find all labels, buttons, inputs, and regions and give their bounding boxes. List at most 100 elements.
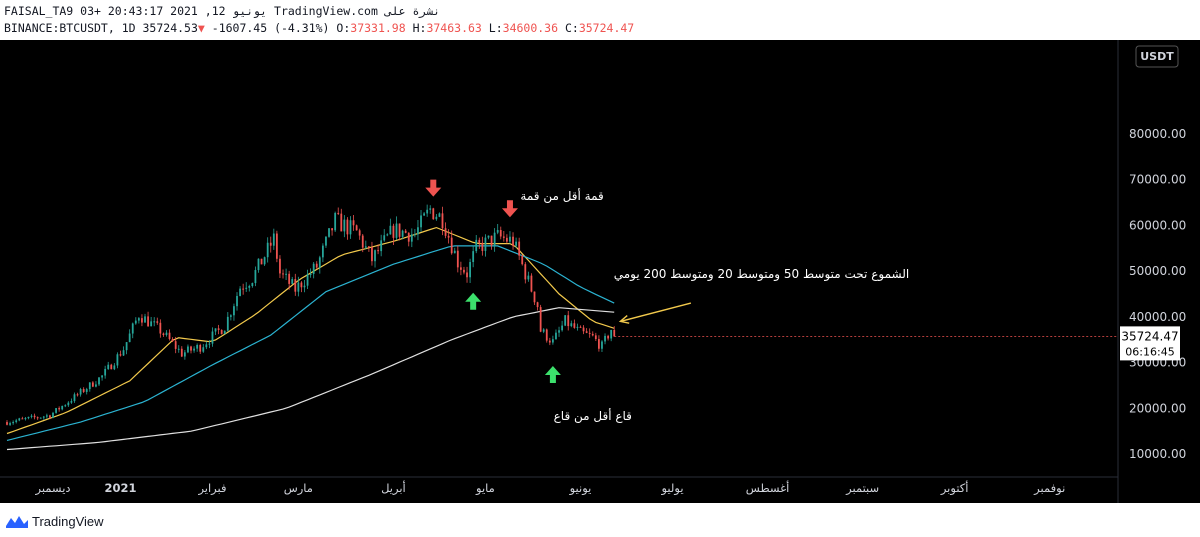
candle-body <box>95 384 97 387</box>
candle-body <box>113 365 116 370</box>
candle-body <box>236 295 238 307</box>
candle-body <box>61 405 64 410</box>
price-chart[interactable]: USDT10000.0020000.0030000.0040000.005000… <box>0 40 1200 503</box>
open-value: 37331.98 <box>350 21 406 35</box>
footer-brand-label: TradingView <box>32 513 104 529</box>
candle-body <box>475 239 478 252</box>
x-tick-label: ديسمبر <box>34 481 70 496</box>
candle-body <box>447 235 450 238</box>
candle-body <box>490 235 493 246</box>
candle-body <box>257 258 260 271</box>
candle-body <box>196 344 199 349</box>
candle-body <box>450 237 453 254</box>
candle-body <box>156 321 159 323</box>
x-tick-label: سبتمبر <box>845 481 879 496</box>
candle-body <box>58 408 61 410</box>
candle-body <box>162 333 165 336</box>
x-tick-label: يونيو <box>569 481 592 496</box>
candle-body <box>337 212 340 214</box>
currency-label-box <box>1135 45 1179 68</box>
candle-body <box>539 307 542 332</box>
candle-body <box>82 389 85 392</box>
candle-body <box>499 230 502 237</box>
candle-body <box>282 273 284 275</box>
candle-body <box>429 208 432 210</box>
candle-body <box>315 263 318 268</box>
candle-body <box>591 333 594 336</box>
symbol-label[interactable]: BINANCE:BTCUSDT, 1D <box>4 21 136 35</box>
candle-body <box>122 350 125 356</box>
candle-body <box>438 213 441 217</box>
candle-body <box>555 332 557 340</box>
candle-body <box>573 323 576 328</box>
candle-body <box>598 339 600 349</box>
candle-body <box>361 235 364 248</box>
candle-body <box>137 318 140 321</box>
candle-body <box>334 212 337 231</box>
candle-body <box>9 423 11 425</box>
candle-body <box>564 315 567 326</box>
high-label: H: <box>412 21 427 35</box>
candle-body <box>260 258 263 265</box>
candle-body <box>536 302 539 308</box>
candle-body <box>64 405 67 407</box>
candle-body <box>33 415 36 418</box>
candle-body <box>343 219 346 232</box>
footer-brand[interactable]: TradingView <box>6 511 104 531</box>
candle-body <box>30 415 33 417</box>
candle-body <box>380 240 383 252</box>
candle-body <box>193 348 195 351</box>
candle-body <box>441 213 444 229</box>
candle-body <box>601 341 603 349</box>
candle-body <box>604 335 606 342</box>
candle-body <box>395 223 398 238</box>
candle-body <box>272 233 275 246</box>
candle-body <box>410 234 413 242</box>
candle-body <box>190 346 192 351</box>
close-label: C: <box>564 21 579 35</box>
candle-body <box>607 335 610 339</box>
candle-body <box>91 382 94 387</box>
x-tick-label: أبريل <box>381 480 406 496</box>
candle-body <box>110 364 113 370</box>
candle-body <box>509 236 511 242</box>
header-title: FAISAL_TA9 03+ 20:43:17 2021 ,12 يونيو T… <box>4 4 441 18</box>
chart-panel[interactable]: USDT 10000.00 20000.00 30000.00 40000.00 5000… <box>0 40 1200 503</box>
candle-body <box>239 288 241 296</box>
candle-body <box>153 321 156 323</box>
x-tick-label: يوليو <box>660 481 683 496</box>
low-value: 34600.36 <box>502 21 559 35</box>
high-value: 37463.63 <box>426 21 482 35</box>
candle-body <box>456 250 459 268</box>
candle-body <box>398 223 401 237</box>
open-label: O: <box>336 21 351 35</box>
candle-body <box>52 412 54 418</box>
candle-body <box>459 267 462 270</box>
candle-body <box>70 401 73 403</box>
candle-body <box>223 330 226 335</box>
candle-body <box>548 340 551 343</box>
x-tick-label: 2021 <box>104 481 136 495</box>
tradingview-logo-icon <box>6 516 28 528</box>
candle-body <box>374 250 376 262</box>
candle-body <box>533 291 536 303</box>
candle-body <box>174 341 177 349</box>
candle-body <box>107 364 110 369</box>
last-price-value: 35724.47 <box>1121 329 1178 343</box>
candle-body <box>496 230 499 233</box>
candle-body <box>150 321 153 327</box>
x-tick-label: نوفمبر <box>1033 481 1065 496</box>
candle-body <box>383 235 386 241</box>
candle-body <box>183 352 186 357</box>
candle-body <box>125 342 128 351</box>
candle-body <box>85 389 88 392</box>
candle-body <box>211 331 214 344</box>
candle-body <box>545 329 548 341</box>
moving-average-line <box>6 307 615 451</box>
header-title-line: FAISAL_TA9 03+ 20:43:17 2021 ,12 يونيو T… <box>4 4 440 18</box>
candle-body <box>88 382 91 390</box>
candle-body <box>15 420 18 423</box>
candle-body <box>312 263 315 274</box>
candle-body <box>518 241 521 256</box>
pointer-arrow-line <box>620 302 692 323</box>
